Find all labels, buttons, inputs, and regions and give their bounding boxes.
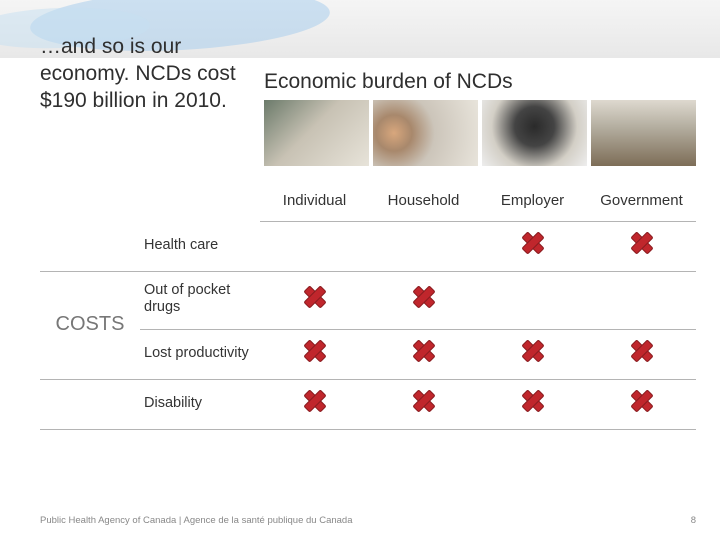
cell — [478, 379, 587, 429]
x-mark-icon — [413, 286, 435, 308]
cell — [369, 222, 478, 272]
cell — [587, 379, 696, 429]
x-mark-icon — [304, 390, 326, 412]
x-mark-icon — [304, 286, 326, 308]
image-employer — [482, 100, 587, 166]
x-mark-icon — [522, 390, 544, 412]
cell — [260, 329, 369, 379]
side-label: COSTS — [40, 272, 140, 380]
table-row: Health care — [40, 222, 696, 272]
cell — [587, 222, 696, 272]
image-household — [373, 100, 478, 166]
cell — [260, 272, 369, 330]
x-mark-icon — [522, 340, 544, 362]
table-row: Disability — [40, 379, 696, 429]
cell — [587, 329, 696, 379]
footer: Public Health Agency of Canada | Agence … — [40, 515, 696, 526]
x-mark-icon — [304, 340, 326, 362]
cell — [587, 272, 696, 330]
x-mark-icon — [522, 232, 544, 254]
table-heading: Economic burden of NCDs — [264, 70, 513, 94]
table-wrap: Individual Household Employer Government… — [40, 182, 696, 430]
cell — [369, 379, 478, 429]
x-mark-icon — [631, 232, 653, 254]
image-row — [264, 100, 696, 166]
image-government — [591, 100, 696, 166]
row-label: Lost productivity — [140, 329, 260, 379]
x-mark-icon — [413, 340, 435, 362]
table-row: COSTS Out of pocket drugs — [40, 272, 696, 330]
page-number: 8 — [691, 515, 696, 526]
col-individual: Individual — [260, 182, 369, 222]
footer-text: Public Health Agency of Canada | Agence … — [40, 515, 353, 526]
x-mark-icon — [413, 390, 435, 412]
cell — [478, 222, 587, 272]
cell — [478, 329, 587, 379]
cell — [260, 222, 369, 272]
table-header-row: Individual Household Employer Government — [40, 182, 696, 222]
cell — [478, 272, 587, 330]
cell — [369, 272, 478, 330]
row-label: Disability — [140, 379, 260, 429]
row-label: Health care — [140, 222, 260, 272]
col-employer: Employer — [478, 182, 587, 222]
x-mark-icon — [631, 340, 653, 362]
x-mark-icon — [631, 390, 653, 412]
image-individual — [264, 100, 369, 166]
col-household: Household — [369, 182, 478, 222]
burden-table: Individual Household Employer Government… — [40, 182, 696, 430]
row-label: Out of pocket drugs — [140, 272, 260, 330]
cell — [369, 329, 478, 379]
col-government: Government — [587, 182, 696, 222]
title-block: …and so is our economy. NCDs cost $190 b… — [40, 34, 250, 115]
cell — [260, 379, 369, 429]
page-title: …and so is our economy. NCDs cost $190 b… — [40, 34, 250, 115]
